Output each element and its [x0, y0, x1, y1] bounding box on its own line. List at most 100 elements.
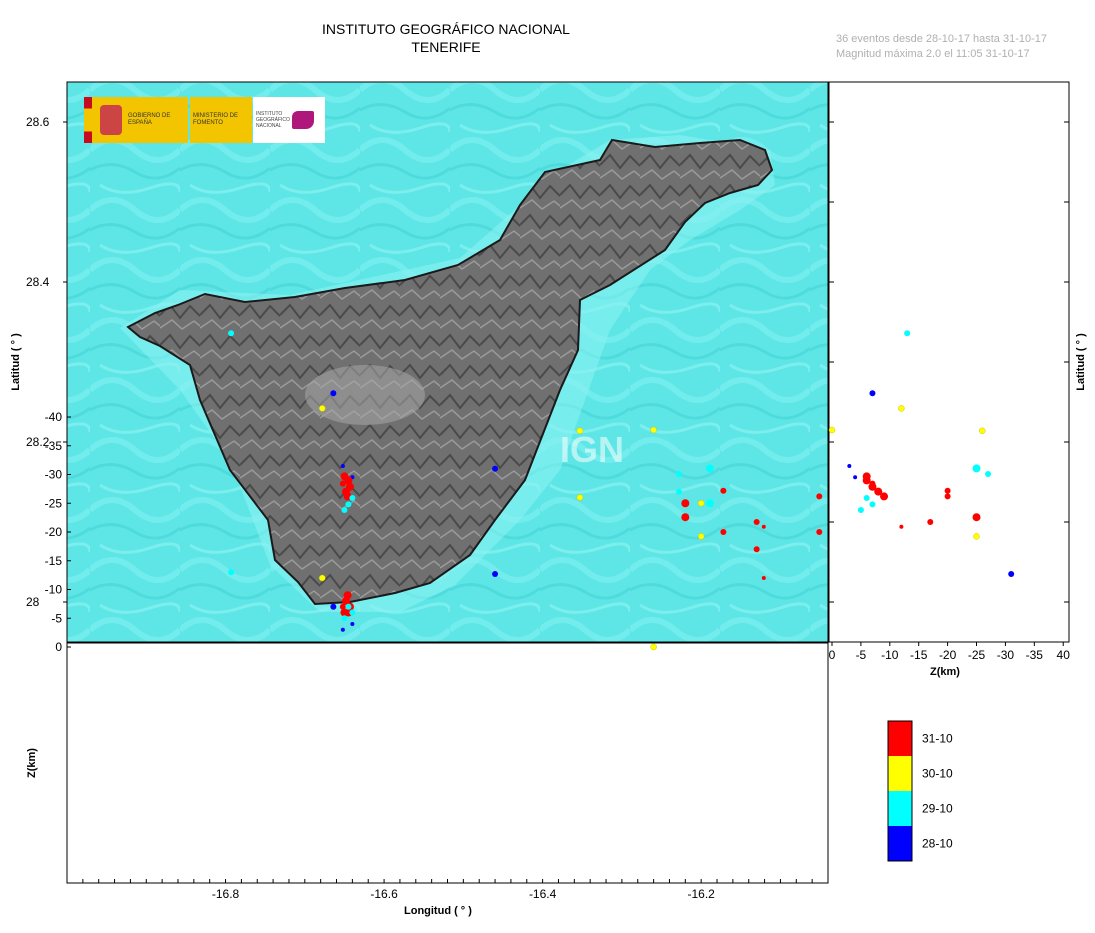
depth-lon-event-point	[753, 546, 760, 553]
depth-lon-event-point	[350, 622, 355, 626]
depth-lon-z-tick-label: -5	[51, 611, 62, 625]
depth-lat-xlabel: Z(km)	[930, 666, 960, 678]
depth-lat-z-tick-label: -25	[968, 648, 986, 662]
depth-lat-event-point	[853, 475, 858, 480]
chart-title: INSTITUTO GEOGRÁFICO NACIONAL TENERIFE	[280, 20, 612, 56]
coat-of-arms-icon	[100, 105, 122, 135]
depth-lon-event-point	[675, 488, 682, 495]
lon-tick-label: -16.2	[687, 887, 715, 901]
depth-lon-event-point	[492, 465, 499, 472]
depth-lon-z-tick-label: -20	[45, 525, 63, 539]
map-event-point	[340, 464, 345, 468]
map-event-point	[650, 426, 657, 434]
depth-lat-event-point	[972, 464, 981, 473]
depth-lat-event-point	[828, 426, 836, 434]
lon-tick-label: -16.4	[529, 887, 557, 901]
depth-lon-event-point	[697, 500, 705, 507]
depth-lat-frame	[828, 81, 1070, 643]
depth-lat-event-point	[944, 487, 951, 494]
watermark-ign: IGN	[560, 429, 624, 470]
map-event-point	[349, 495, 356, 501]
map-event-point	[339, 480, 346, 487]
depth-lon-event-point	[349, 609, 356, 616]
map-event-point	[344, 476, 353, 485]
depth-lon-panel	[66, 465, 829, 884]
legend-swatch	[888, 721, 912, 756]
depth-lat-z-tick-label: -35	[1026, 648, 1044, 662]
lat-tick-label: 28.4	[26, 275, 50, 289]
legend-swatch	[888, 826, 912, 861]
depth-lat-event-point	[904, 330, 911, 337]
max-magnitude-line: Magnitud máxima 2.0 el 11:05 31-10-17	[836, 48, 1030, 60]
depth-lon-event-point	[319, 574, 326, 582]
map-event-point	[816, 493, 823, 500]
map-event-point	[341, 507, 348, 513]
depth-lat-z-tick-label: -5	[856, 648, 867, 662]
lat-tick-label: 28	[26, 595, 40, 609]
depth-lon-frame	[66, 642, 829, 884]
map-event-point	[675, 471, 682, 477]
map-event-point	[761, 524, 766, 529]
depth-lon-z-tick-label: -35	[45, 439, 63, 453]
events-count-line: 36 eventos desde 28-10-17 hasta 31-10-17	[836, 33, 1047, 45]
ministerio-logo: MINISTERIO DE FOMENTO	[190, 97, 252, 143]
lon-tick-label: -16.6	[370, 887, 398, 901]
ign-logo: INSTITUTO GEOGRÁFICO NACIONAL	[253, 97, 325, 143]
ministerio-text: MINISTERIO DE FOMENTO	[193, 113, 239, 126]
depth-lon-event-point	[341, 615, 348, 622]
depth-lat-z-tick-label: -20	[939, 648, 957, 662]
depth-lat-event-point	[973, 533, 980, 540]
depth-lat-z-tick-label: 40	[1057, 648, 1071, 662]
depth-lon-z-tick-label: -40	[45, 410, 63, 424]
depth-lat-event-point	[869, 390, 876, 397]
depth-lat-z-tick-label: 0	[829, 648, 836, 662]
depth-lon-event-point	[650, 643, 657, 651]
depth-lon-event-point	[340, 627, 345, 632]
depth-lat-z-tick-label: -15	[910, 648, 928, 662]
depth-lon-event-point	[705, 499, 714, 508]
lat-tick-label: 28.2	[26, 435, 50, 449]
depth-lat-event-point	[869, 501, 876, 508]
depth-lon-xlabel: Longitud ( ° )	[404, 905, 472, 917]
depth-lat-events	[828, 330, 1015, 577]
legend-label: 30-10	[922, 767, 953, 781]
legend-label: 29-10	[922, 802, 953, 816]
depth-lat-event-point	[1008, 571, 1015, 577]
depth-lat-event-point	[979, 427, 986, 435]
tick-labels: 28.6 28.4 28.2 28 0 -5 -10 -15 -20 -25 -30 -35 40 0 -5…	[26, 115, 1070, 901]
institution-logos: GOBIERNO DE ESPAÑA MINISTERIO DE FOMENTO…	[84, 97, 325, 143]
title-line-2: TENERIFE	[411, 39, 481, 55]
gobierno-text: GOBIERNO DE ESPAÑA	[128, 113, 171, 126]
map-ylabel: Latitud ( ° )	[10, 333, 22, 391]
map-events	[228, 330, 823, 577]
depth-lon-ylabel: Z(km)	[26, 748, 38, 778]
depth-lon-z-tick-label: -15	[45, 554, 63, 568]
legend-swatch	[888, 756, 912, 791]
lat-tick-label: 28.6	[26, 115, 50, 129]
legend: 31-10 30-10 29-10 28-10	[887, 720, 953, 862]
depth-lon-z-tick-label: -25	[45, 496, 63, 510]
depth-lon-event-point	[228, 569, 235, 576]
depth-lon-event-point	[345, 603, 352, 610]
depth-lon-event-point	[761, 576, 766, 580]
map-event-point	[319, 405, 326, 412]
depth-lon-event-point	[330, 603, 337, 610]
map-event-point	[697, 533, 705, 540]
title-line-1: INSTITUTO GEOGRÁFICO NACIONAL	[322, 21, 570, 37]
depth-lat-event-point	[857, 507, 864, 513]
depth-lat-z-tick-label: -30	[997, 648, 1015, 662]
map-event-point	[720, 487, 727, 494]
depth-lat-z-tick-label: -10	[881, 648, 899, 662]
map-event-point	[753, 519, 760, 525]
depth-lat-event-point	[847, 464, 852, 468]
lon-tick-label: -16.8	[212, 887, 240, 901]
legend-label: 28-10	[922, 837, 953, 851]
map-event-point	[576, 427, 584, 435]
gobierno-logo: GOBIERNO DE ESPAÑA	[84, 97, 188, 143]
depth-lon-event-point	[576, 494, 584, 501]
depth-lat-event-point	[944, 493, 951, 500]
tenerife-island	[126, 138, 774, 606]
depth-lat-event-point	[972, 513, 981, 522]
depth-lon-z-tick-label: -10	[45, 583, 63, 597]
